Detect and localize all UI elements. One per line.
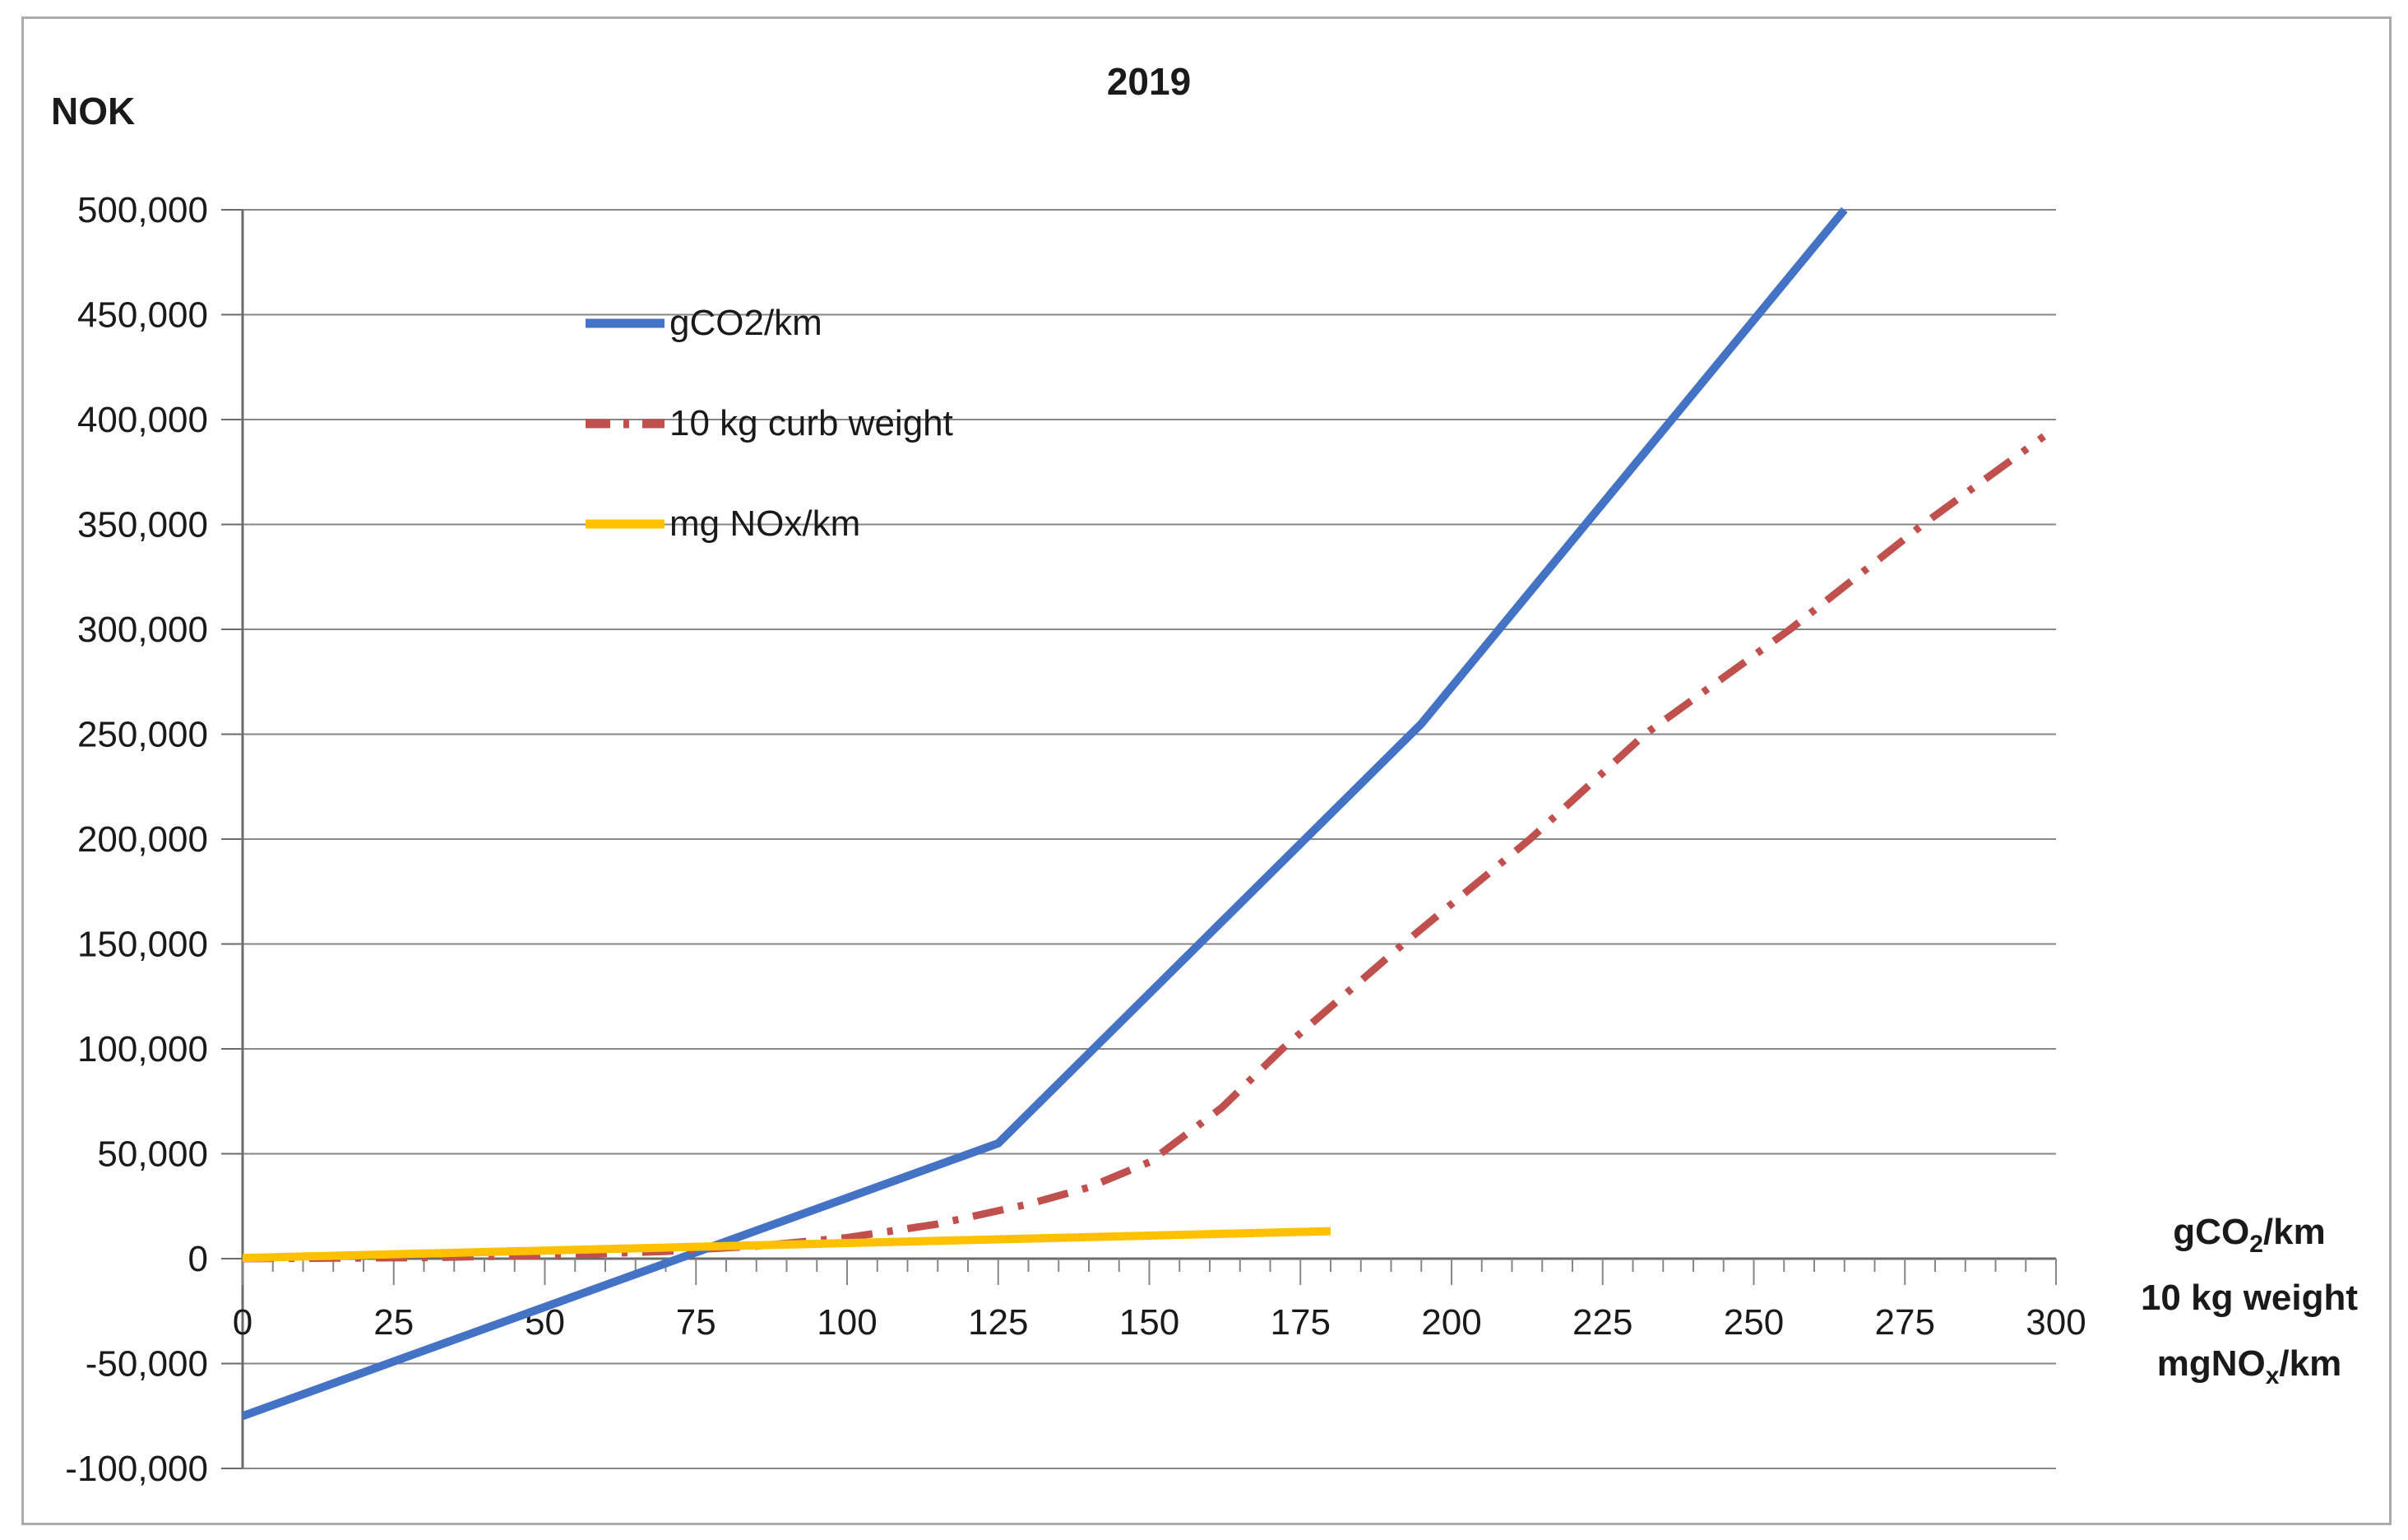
x-tick-label: 300 (2026, 1302, 2086, 1343)
legend: gCO2/km 10 kg curb weight mg NOx/km (586, 303, 953, 545)
x-axis-title-line-weight: 10 kg weight (2140, 1278, 2359, 1318)
y-tick-label: -50,000 (86, 1344, 208, 1385)
x-tick-label: 200 (1421, 1302, 1481, 1343)
y-tick-label: -100,000 (65, 1449, 208, 1489)
solid-line-swatch-icon (586, 318, 665, 328)
y-tick-label: 500,000 (77, 190, 208, 230)
x-tick-label: 175 (1271, 1302, 1331, 1343)
dash-dot-line-swatch-icon (586, 419, 665, 429)
x-tick-label: 250 (1724, 1302, 1784, 1343)
x-tick-label: 150 (1119, 1302, 1179, 1343)
x-tick-label: 25 (373, 1302, 414, 1343)
y-tick-label: 200,000 (77, 819, 208, 860)
x-tick-label: 125 (968, 1302, 1028, 1343)
chart-title: 2019 (1106, 60, 1192, 103)
x-tick-label: 100 (817, 1302, 877, 1343)
legend-label: gCO2/km (669, 303, 822, 343)
x-tick-label: 275 (1875, 1302, 1935, 1343)
y-tick-label: 150,000 (77, 925, 208, 965)
y-tick-label: 100,000 (77, 1029, 208, 1069)
x-tick-label: 75 (676, 1302, 716, 1343)
y-tick-label: 250,000 (77, 715, 208, 755)
y-tick-label: 400,000 (77, 400, 208, 440)
legend-item-10-kg-curb-weight: 10 kg curb weight (586, 403, 953, 444)
y-tick-label: 450,000 (77, 295, 208, 336)
y-tick-label: 0 (188, 1239, 208, 1279)
chart-area-border (21, 16, 2392, 1525)
series-line-mg-nox-km (242, 1227, 1331, 1263)
y-axis-unit-label: NOK (51, 90, 136, 132)
series-line-10-kg-curb-weight (242, 433, 2046, 1263)
x-tick-label: 0 (233, 1302, 252, 1343)
legend-label: 10 kg curb weight (669, 403, 953, 443)
y-tick-label: 300,000 (77, 610, 208, 650)
x-tick-label: 225 (1572, 1302, 1632, 1343)
legend-item-gco2-km: gCO2/km (586, 303, 953, 344)
x-axis-title: gCO2/km 10 kg weight mgNOx/km (2093, 1199, 2406, 1397)
solid-line-swatch-icon (586, 519, 665, 529)
y-tick-label: 350,000 (77, 505, 208, 545)
x-axis-title-line-co2: gCO2/km (2173, 1212, 2326, 1258)
x-axis-title-line-nox: mgNOx/km (2156, 1343, 2342, 1389)
y-tick-label: 50,000 (97, 1134, 208, 1175)
legend-item-mg-nox-km: mg NOx/km (586, 503, 953, 545)
series-line-gco2-km (241, 206, 1848, 1421)
legend-label: mg NOx/km (669, 503, 861, 544)
